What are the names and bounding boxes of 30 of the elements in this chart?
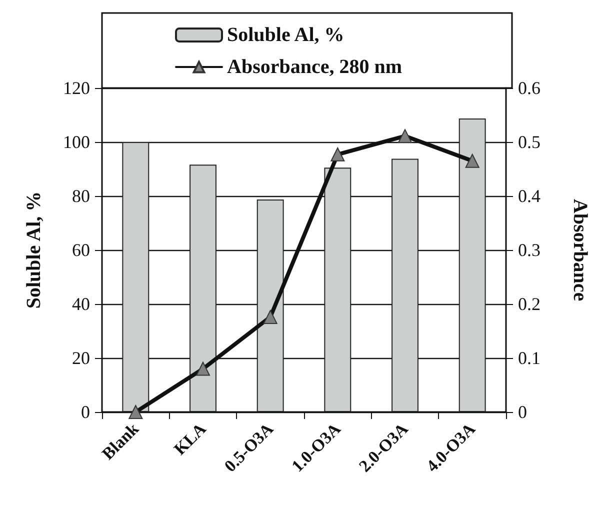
point: [398, 129, 412, 144]
y2-tick-label: 0.5: [518, 132, 540, 152]
point: [465, 154, 480, 168]
y2-tick-label: 0.1: [518, 348, 540, 368]
y-tick-label: 40: [72, 294, 90, 314]
y2-tick-label: 0.4: [518, 186, 540, 206]
y-tick-label: 60: [72, 240, 90, 260]
y-axis-title: Soluble Al, %: [23, 191, 45, 309]
legend-label: Soluble Al, %: [227, 24, 344, 46]
y-tick-label: 0: [81, 402, 90, 422]
y2-tick-label: 0.2: [518, 294, 540, 314]
y-tick-label: 120: [63, 78, 90, 98]
bar: [324, 168, 352, 412]
point: [263, 310, 278, 324]
bar: [458, 118, 486, 412]
bar: [392, 158, 418, 412]
bar: [190, 164, 216, 412]
y-tick-label: 100: [63, 132, 90, 152]
point: [128, 405, 143, 419]
point: [330, 147, 345, 162]
y-tick-label: 80: [72, 186, 90, 206]
y2-tick-label: 0.6: [518, 78, 540, 98]
y2-tick-label: 0: [518, 402, 527, 422]
legend-label: Absorbance, 280 nm: [227, 56, 402, 78]
y2-tick-label: 0.3: [518, 240, 540, 260]
bar: [256, 200, 284, 412]
y-tick-label: 20: [72, 348, 90, 368]
point: [196, 362, 210, 376]
bar: [122, 142, 150, 412]
y2-axis-title: Absorbance: [569, 198, 591, 302]
